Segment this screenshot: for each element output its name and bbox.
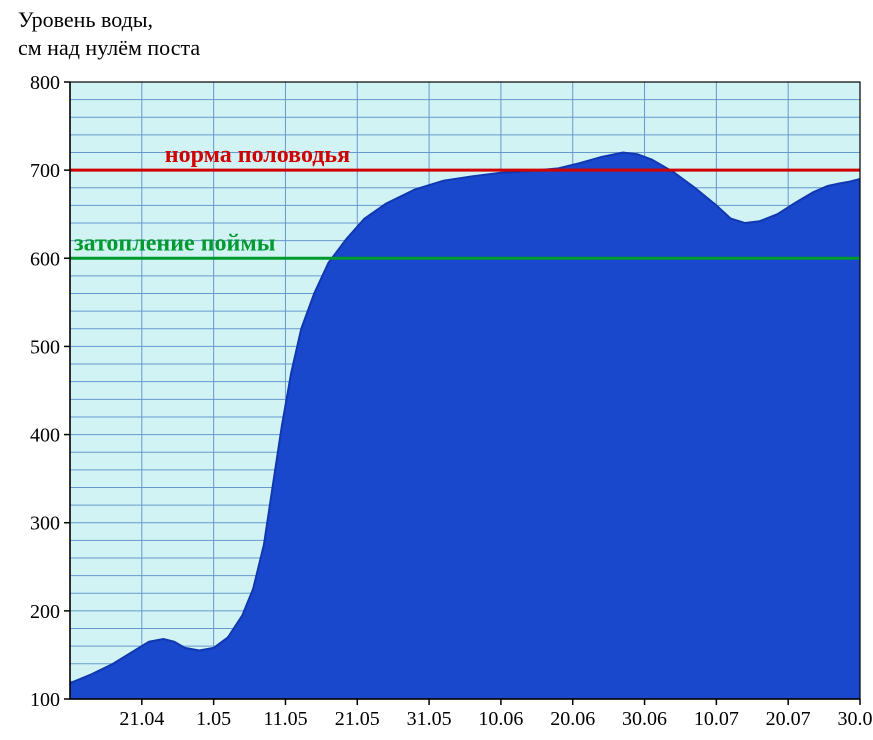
y-tick-label: 200 xyxy=(30,601,60,623)
y-tick-label: 100 xyxy=(30,689,60,711)
y-tick-label: 400 xyxy=(30,425,60,447)
x-tick-label: 30.06 xyxy=(622,708,667,730)
x-tick-label: 30.07 xyxy=(838,708,873,730)
x-tick-label: 1.05 xyxy=(196,708,231,730)
y-tick-label: 700 xyxy=(30,160,60,182)
x-tick-label: 21.05 xyxy=(335,708,380,730)
x-tick-label: 11.05 xyxy=(263,708,307,730)
ref-label-flood_norm: норма половодья xyxy=(165,142,350,168)
x-tick-label: 10.07 xyxy=(694,708,739,730)
y-tick-label: 500 xyxy=(30,336,60,358)
water-level-chart: норма половодья затопление поймы 100 200 300… xyxy=(0,0,873,740)
x-tick-label: 31.05 xyxy=(407,708,452,730)
x-tick-label: 10.06 xyxy=(478,708,523,730)
y-axis-title-line1: Уровень воды,см над нулём поста xyxy=(18,7,200,60)
x-tick-label: 20.07 xyxy=(766,708,811,730)
y-tick-label: 800 xyxy=(30,72,60,94)
y-tick-label: 600 xyxy=(30,248,60,270)
x-tick-label: 20.06 xyxy=(550,708,595,730)
ref-label-floodplain: затопление поймы xyxy=(74,230,276,256)
y-tick-label: 300 xyxy=(30,513,60,535)
x-tick-label: 21.04 xyxy=(119,708,164,730)
y-axis-title: Уровень воды,см над нулём поста xyxy=(18,6,200,61)
